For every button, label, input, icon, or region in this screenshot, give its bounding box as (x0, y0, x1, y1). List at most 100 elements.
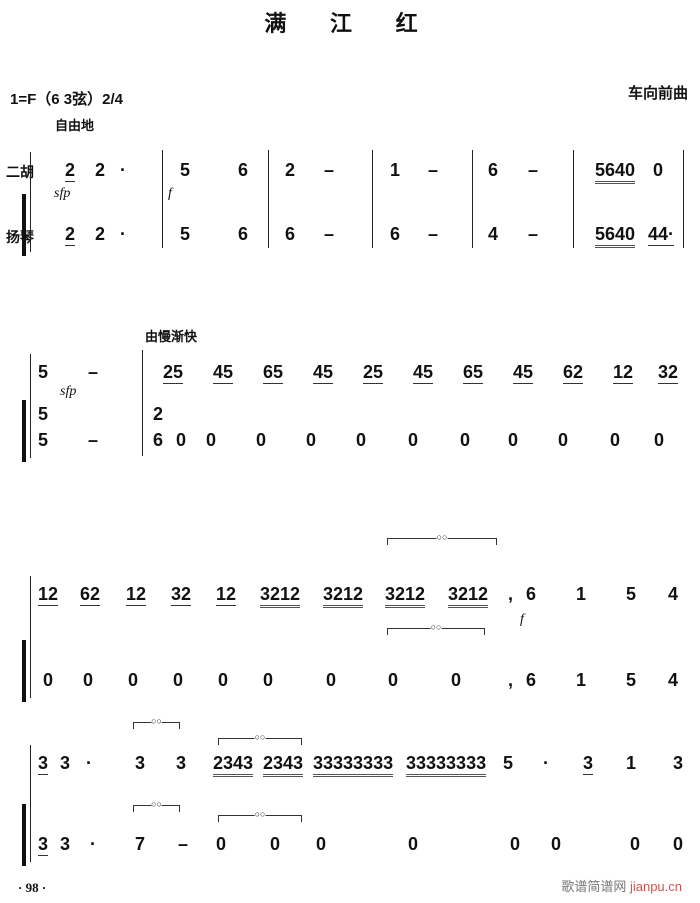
note: 5640 (595, 160, 636, 184)
note: 45 (413, 362, 434, 384)
note: 12 (38, 584, 59, 606)
note: 0 (326, 670, 337, 690)
note: 0 (388, 670, 399, 690)
note: 0 (451, 670, 462, 690)
note: 0 (356, 430, 367, 450)
dash-sustain: – (428, 160, 439, 180)
note: 2343 (263, 753, 304, 777)
note: 62 (80, 584, 101, 606)
barline (268, 150, 269, 248)
note: 6 (526, 584, 537, 604)
note: 0 (173, 670, 184, 690)
note: 25 (163, 362, 184, 384)
note: 33333333 (406, 753, 487, 777)
note: 1 (576, 584, 587, 604)
note: 12 (613, 362, 634, 384)
note: 2 (95, 224, 106, 244)
note: 0 (43, 670, 54, 690)
dynamic-f: f (520, 612, 524, 627)
note: 0 (610, 430, 621, 450)
note: 5640 (595, 224, 636, 248)
barline (162, 150, 163, 248)
note: 4 (668, 584, 679, 604)
note: 5 (180, 160, 191, 180)
note: 2 (95, 160, 106, 180)
bracket-mark: ○○ (133, 799, 180, 812)
note: 45 (313, 362, 334, 384)
dash-sustain: – (178, 834, 189, 854)
note: 0 (270, 834, 281, 854)
bracket-mark: ○○ (387, 532, 497, 545)
note: 1 (626, 753, 637, 773)
system-line (30, 152, 31, 252)
note: 0 (256, 430, 267, 450)
note: 3212 (448, 584, 489, 608)
note: 33333333 (313, 753, 394, 777)
note: 3 (38, 834, 49, 856)
system-line (30, 576, 31, 698)
note: 5 (626, 670, 637, 690)
note: 62 (563, 362, 584, 384)
note: 44· (648, 224, 675, 246)
instrument-label-yangqin: 扬琴 (6, 229, 34, 245)
tempo-mark: 由慢渐快 (145, 329, 198, 344)
note: 3 (176, 753, 187, 773)
note: 0 (128, 670, 139, 690)
note: 32 (171, 584, 192, 606)
note: 2 (65, 160, 76, 182)
bracket-mark: ○○ (218, 732, 302, 745)
note: 6 (526, 670, 537, 690)
note: 0 (408, 834, 419, 854)
barline (472, 150, 473, 248)
note: 2 (153, 404, 164, 424)
note: 0 (306, 430, 317, 450)
note: 3 (673, 753, 684, 773)
dash-sustain: – (324, 160, 335, 180)
note: 0 (316, 834, 327, 854)
note: 4 (488, 224, 499, 244)
note: 3 (38, 753, 49, 775)
note: 0 (673, 834, 684, 854)
dash-sustain: – (324, 224, 335, 244)
key-signature: 1=F（6 3弦）2/4 (10, 91, 123, 108)
note: 32 (658, 362, 679, 384)
note: 45 (513, 362, 534, 384)
note: 6 (285, 224, 296, 244)
note: 3 (60, 834, 71, 854)
note: 6 (153, 430, 164, 450)
note: 4 (668, 670, 679, 690)
note: 0 (460, 430, 471, 450)
note: 5 (180, 224, 191, 244)
system-bracket (22, 640, 26, 702)
note: 0 (510, 834, 521, 854)
note: 2 (285, 160, 296, 180)
note: 5 (503, 753, 514, 773)
dynamic-f: f (168, 186, 172, 201)
system-line (30, 745, 31, 862)
tempo-mark: 自由地 (55, 118, 95, 133)
breath-mark: , (508, 584, 514, 604)
page-number: · 98 · (18, 880, 47, 895)
dynamic-sfp: sfp (54, 186, 71, 201)
augmentation-dot: · (120, 224, 126, 244)
dash-sustain: – (528, 224, 539, 244)
note: 1 (576, 670, 587, 690)
composer: 车向前曲 (627, 85, 688, 102)
note: 0 (216, 834, 227, 854)
note: 5 (38, 362, 49, 382)
system-bracket (22, 804, 26, 866)
note: 0 (558, 430, 569, 450)
augmentation-dot: · (120, 160, 126, 180)
note: 0 (551, 834, 562, 854)
note: 1 (390, 160, 401, 180)
note: 3212 (385, 584, 426, 608)
note: 12 (126, 584, 147, 606)
note: 0 (218, 670, 229, 690)
augmentation-dot: · (90, 834, 96, 854)
note: 5 (38, 430, 49, 450)
dash-sustain: – (528, 160, 539, 180)
note: 0 (630, 834, 641, 854)
bracket-mark: ○○ (133, 716, 180, 729)
note: 0 (654, 430, 665, 450)
